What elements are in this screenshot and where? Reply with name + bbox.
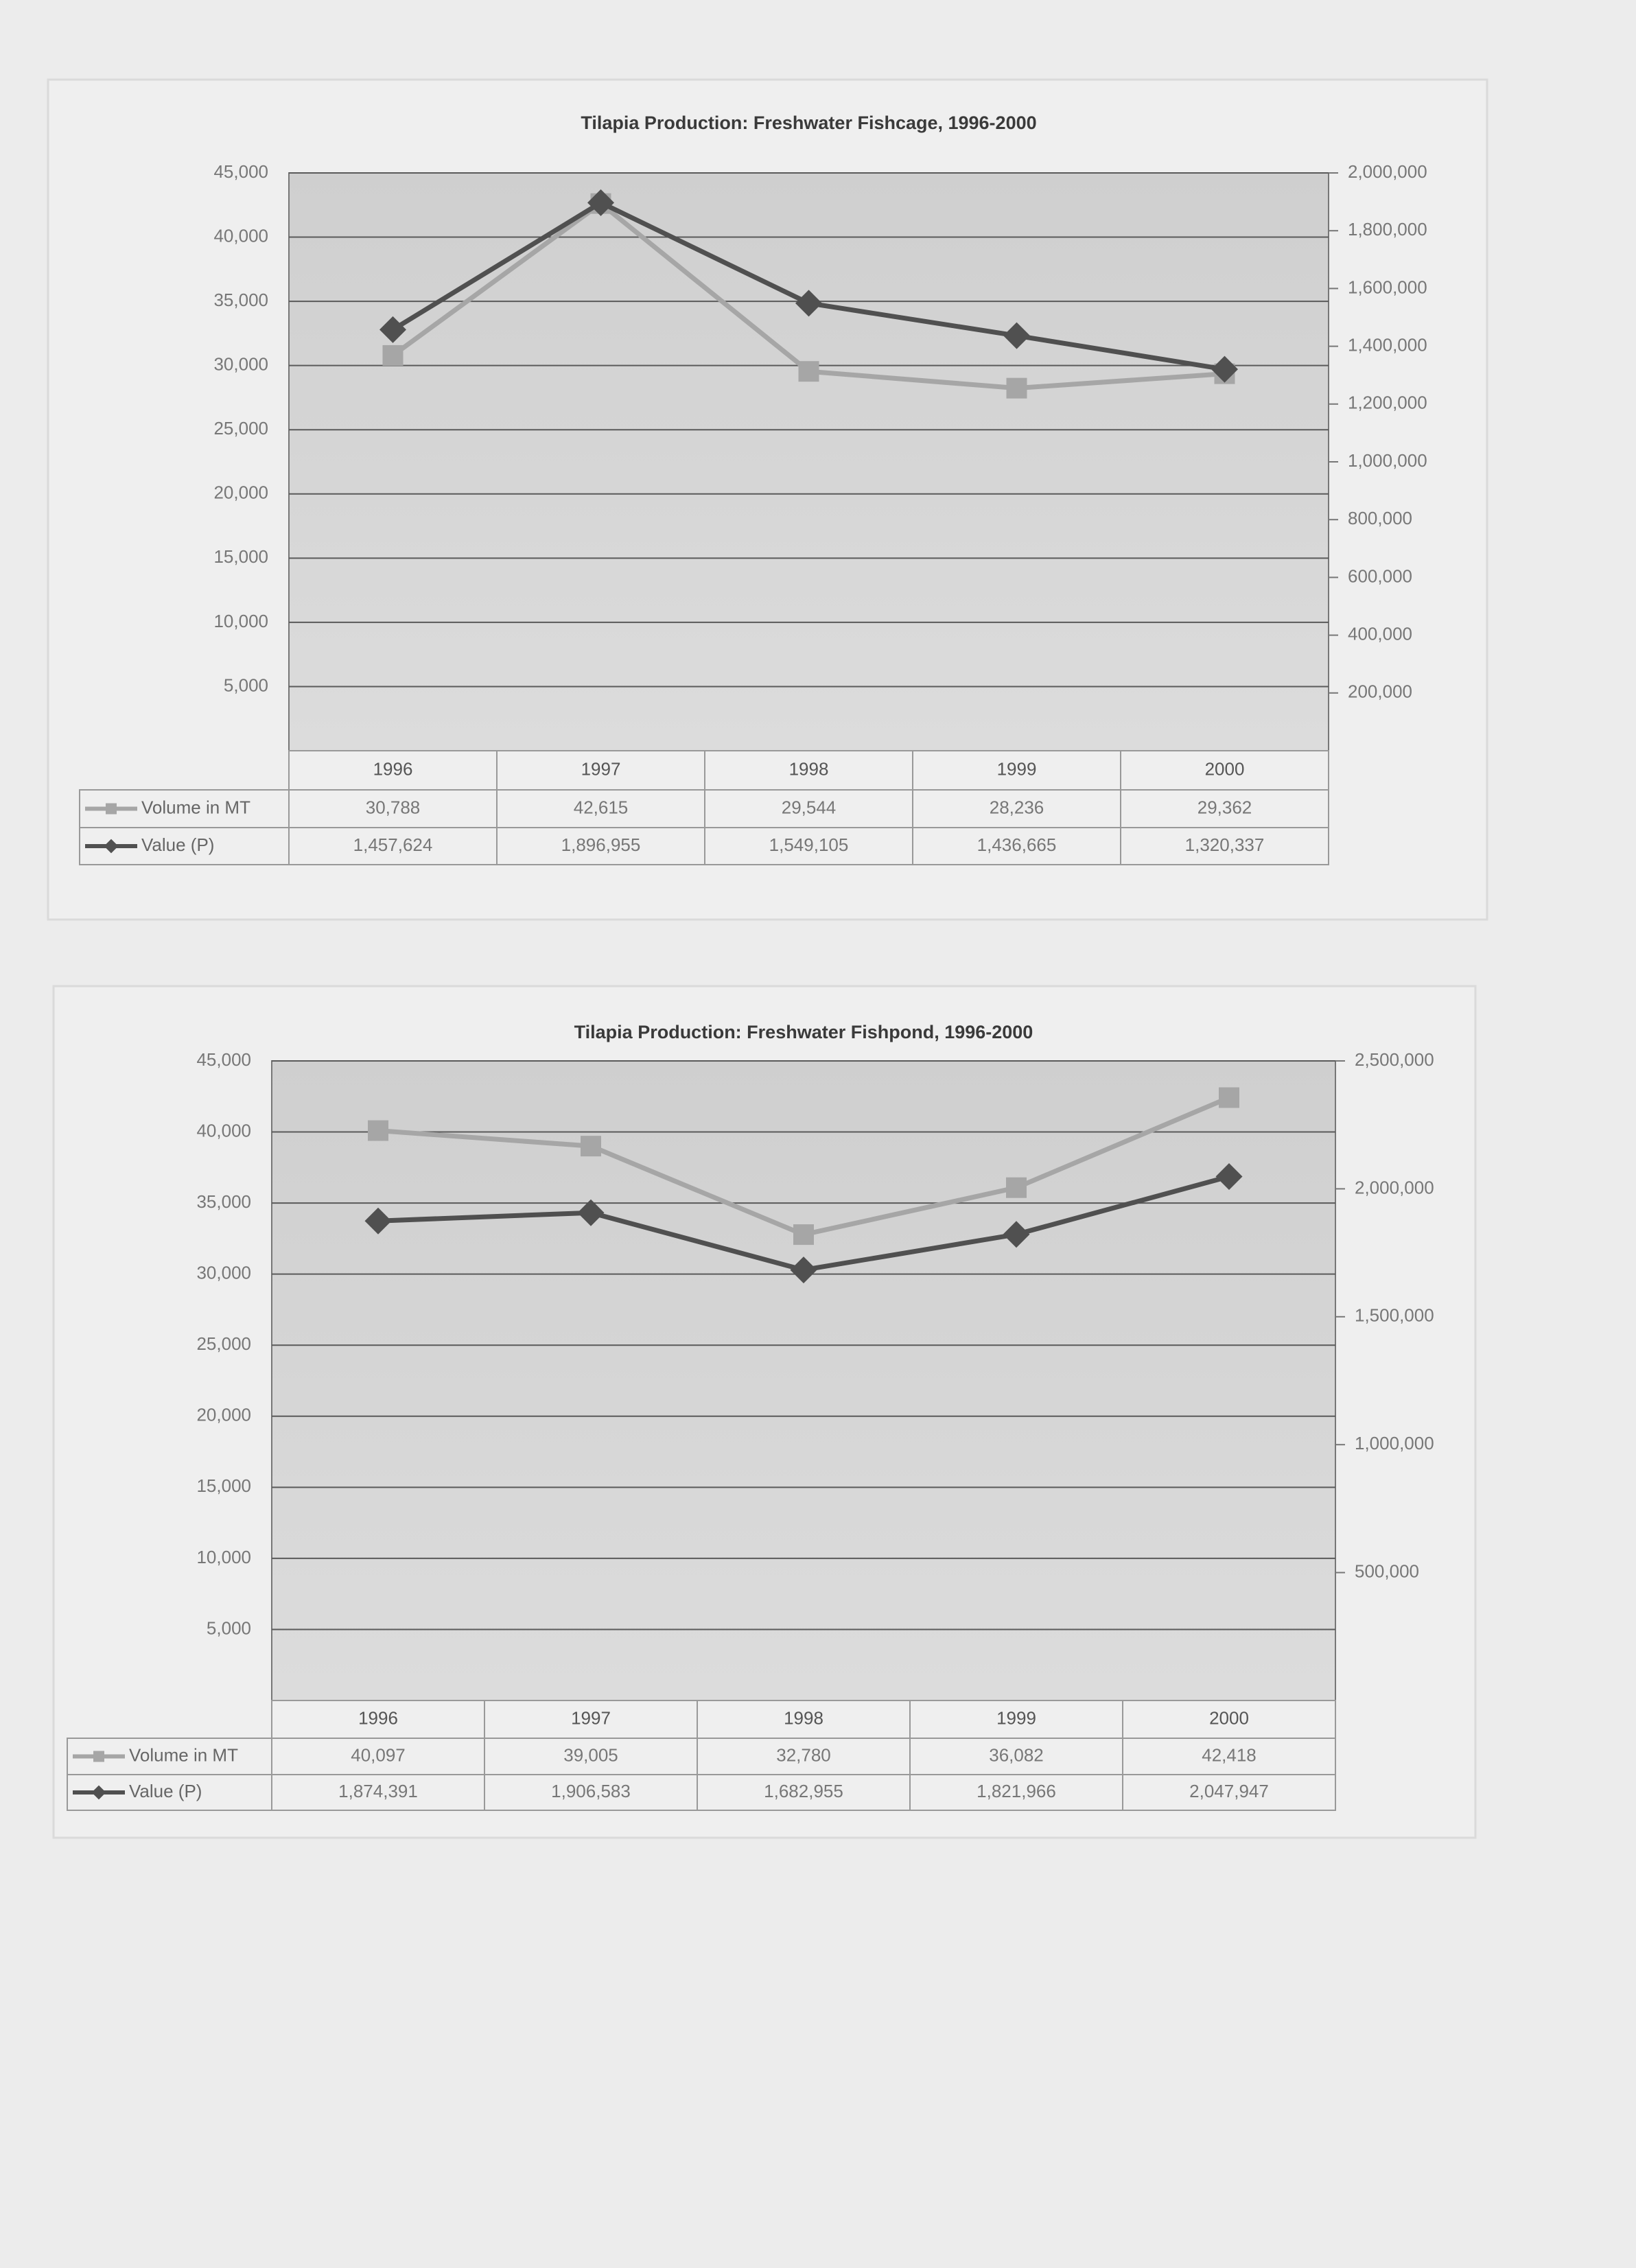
table-value: 1,874,391 [338, 1781, 418, 1801]
y2-tick-label: 2,500,000 [1355, 1049, 1434, 1070]
y-tick-label: 20,000 [213, 482, 268, 503]
marker-square [581, 1136, 601, 1157]
marker-square [1006, 377, 1027, 399]
x-tick-label: 2000 [1205, 758, 1245, 779]
y2-tick-label: 1,200,000 [1348, 393, 1427, 413]
marker-diamond [577, 1199, 605, 1226]
y-tick-label: 30,000 [196, 1263, 251, 1283]
table-value: 40,097 [351, 1744, 406, 1765]
y-tick-label: 20,000 [196, 1405, 251, 1425]
y2-tick-label: 1,000,000 [1355, 1433, 1434, 1453]
table-value: 1,821,966 [977, 1781, 1056, 1801]
x-tick-label: 1999 [996, 1707, 1036, 1728]
marker-diamond [91, 1785, 106, 1800]
legend-label: Volume in MT [129, 1744, 238, 1765]
table-value: 1,549,105 [769, 834, 849, 855]
y-tick-label: 30,000 [213, 354, 268, 375]
table-value: 28,236 [990, 797, 1044, 817]
y2-tick-label: 200,000 [1348, 681, 1412, 702]
table-value: 2,047,947 [1189, 1781, 1269, 1801]
y-tick-label: 25,000 [196, 1333, 251, 1354]
x-tick-label: 2000 [1209, 1707, 1249, 1728]
marker-diamond [1003, 322, 1030, 349]
table-value: 1,906,583 [551, 1781, 631, 1801]
marker-diamond [795, 290, 822, 317]
y2-tick-label: 600,000 [1348, 565, 1412, 586]
legend-label: Value (P) [129, 1781, 202, 1801]
marker-diamond [1003, 1221, 1030, 1248]
y-tick-label: 10,000 [196, 1547, 251, 1567]
marker-square [382, 344, 404, 366]
table-value: 29,362 [1197, 797, 1252, 817]
y-tick-label: 40,000 [196, 1120, 251, 1141]
y2-tick-label: 400,000 [1348, 623, 1412, 644]
table-value: 1,457,624 [353, 834, 433, 855]
marker-diamond [1215, 1163, 1243, 1191]
table-value: 42,418 [1202, 1744, 1257, 1765]
y-tick-label: 40,000 [213, 225, 268, 246]
y-tick-label: 25,000 [213, 418, 268, 439]
y2-tick-label: 2,000,000 [1355, 1177, 1434, 1197]
table-value: 39,005 [563, 1744, 618, 1765]
marker-square [1219, 1087, 1239, 1108]
y-tick-label: 10,000 [213, 611, 268, 631]
table-value: 30,788 [366, 797, 421, 817]
y-tick-label: 35,000 [213, 290, 268, 310]
plot-area [288, 172, 1329, 751]
y-tick-label: 15,000 [196, 1475, 251, 1496]
y2-tick-label: 500,000 [1355, 1560, 1419, 1581]
marker-diamond [587, 189, 614, 216]
marker-diamond [364, 1207, 392, 1235]
table-value: 29,544 [782, 797, 837, 817]
x-tick-label: 1997 [581, 758, 621, 779]
table-value: 42,615 [574, 797, 629, 817]
y2-tick-label: 1,000,000 [1348, 450, 1427, 471]
x-tick-label: 1996 [373, 758, 413, 779]
y-tick-label: 15,000 [213, 546, 268, 567]
table-value: 32,780 [776, 1744, 831, 1765]
legend-label: Value (P) [141, 834, 214, 855]
marker-diamond [104, 839, 119, 854]
table-value: 1,436,665 [977, 834, 1057, 855]
marker-diamond [379, 316, 406, 343]
table-value: 36,082 [989, 1744, 1044, 1765]
table-value: 1,896,955 [561, 834, 641, 855]
x-tick-label: 1997 [571, 1707, 611, 1728]
y2-tick-label: 1,800,000 [1348, 219, 1427, 239]
marker-square [368, 1120, 388, 1141]
legend-label: Volume in MT [141, 797, 250, 817]
marker-diamond [1211, 355, 1238, 383]
x-tick-label: 1996 [358, 1707, 398, 1728]
x-tick-label: 1998 [789, 758, 829, 779]
chart-title: Tilapia Production: Freshwater Fishcage,… [581, 113, 1036, 133]
marker-square [93, 1751, 104, 1762]
marker-square [1006, 1177, 1027, 1198]
y2-tick-label: 1,400,000 [1348, 334, 1427, 355]
y2-tick-label: 1,600,000 [1348, 277, 1427, 297]
y2-tick-label: 1,500,000 [1355, 1305, 1434, 1326]
y-tick-label: 45,000 [196, 1049, 251, 1070]
table-value: 1,320,337 [1185, 834, 1265, 855]
chart: Tilapia Production: Freshwater Fishcage,… [47, 78, 1488, 921]
marker-square [793, 1224, 814, 1246]
y-tick-label: 35,000 [196, 1191, 251, 1212]
marker-square [798, 361, 819, 382]
y2-tick-label: 800,000 [1348, 508, 1412, 528]
chart: Tilapia Production: Freshwater Fishpond,… [52, 985, 1477, 1839]
marker-square [106, 803, 117, 815]
plot-area [271, 1060, 1336, 1701]
y2-tick-label: 2,000,000 [1348, 161, 1427, 182]
x-tick-label: 1998 [784, 1707, 823, 1728]
y-tick-label: 45,000 [213, 161, 268, 182]
table-value: 1,682,955 [764, 1781, 843, 1801]
y-tick-label: 5,000 [207, 1617, 251, 1638]
marker-diamond [790, 1256, 817, 1284]
chart-title: Tilapia Production: Freshwater Fishpond,… [574, 1022, 1033, 1042]
y-tick-label: 5,000 [224, 675, 268, 695]
x-tick-label: 1999 [997, 758, 1037, 779]
